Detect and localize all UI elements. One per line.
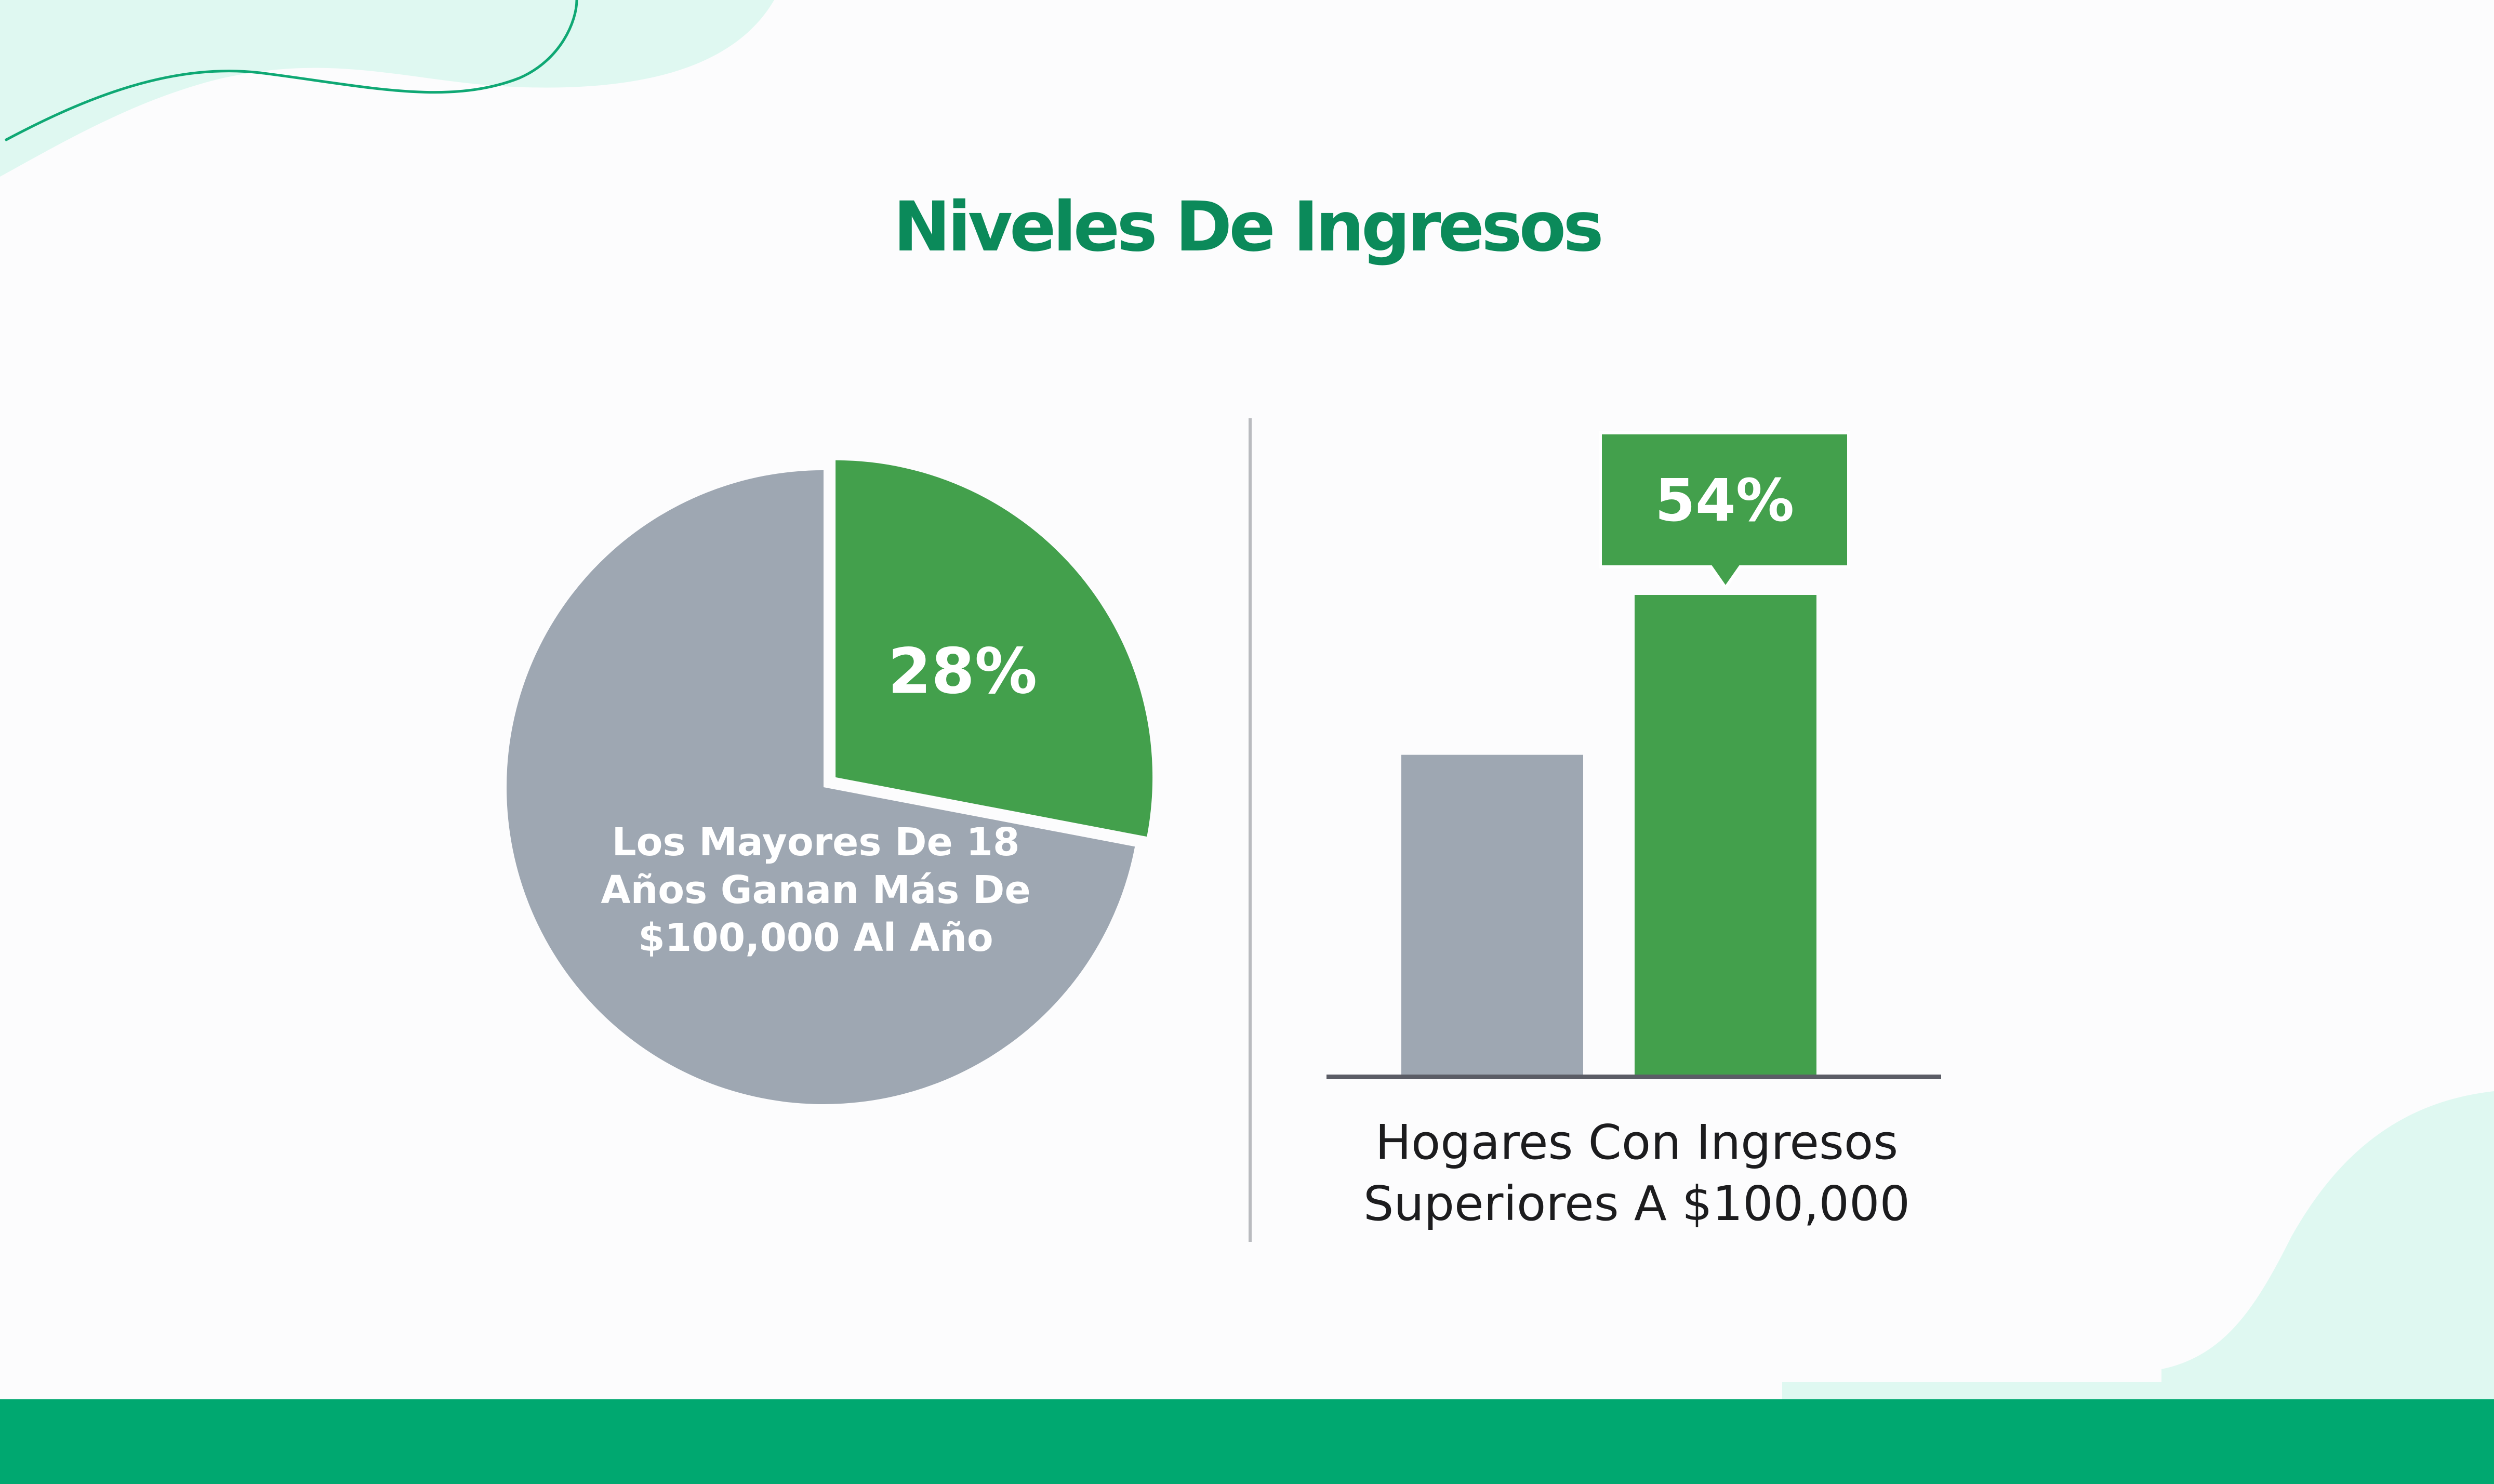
bar-value-callout: [1599, 431, 1850, 591]
pie-label-line: Años Ganan Más De: [601, 868, 1031, 912]
page-title: Niveles De Ingresos: [893, 187, 1604, 267]
top-left-wave-line: [4, 0, 578, 142]
bar-highlight: [1635, 595, 1816, 1075]
pie-center-label: Los Mayores De 18 Años Ganan Más De $100…: [520, 818, 1112, 962]
pie-slice-rest: [506, 470, 1135, 1104]
bottom-right-mint-wave: [1782, 1091, 2494, 1399]
pie-slice-highlight: [835, 460, 1153, 837]
pie-slice-value-label: 28%: [888, 636, 1037, 708]
bar-caption-line: Superiores A $100,000: [1363, 1176, 1911, 1231]
footer-band: [0, 1399, 2494, 1484]
bar-chart-caption: Hogares Con Ingresos Superiores A $100,0…: [1268, 1112, 2006, 1235]
bar-baseline: [1401, 754, 1583, 1075]
bar-value-label: 54%: [1655, 467, 1794, 535]
pie-label-line: $100,000 Al Año: [638, 916, 993, 960]
top-left-mint-wave: [0, 0, 774, 177]
vertical-divider: [1249, 418, 1252, 1242]
bar-caption-line: Hogares Con Ingresos: [1375, 1115, 1899, 1170]
pie-label-line: Los Mayores De 18: [612, 820, 1020, 865]
bottom-right-mint-step: [1782, 1382, 2161, 1399]
bar-axis-line: [1326, 1075, 1941, 1079]
